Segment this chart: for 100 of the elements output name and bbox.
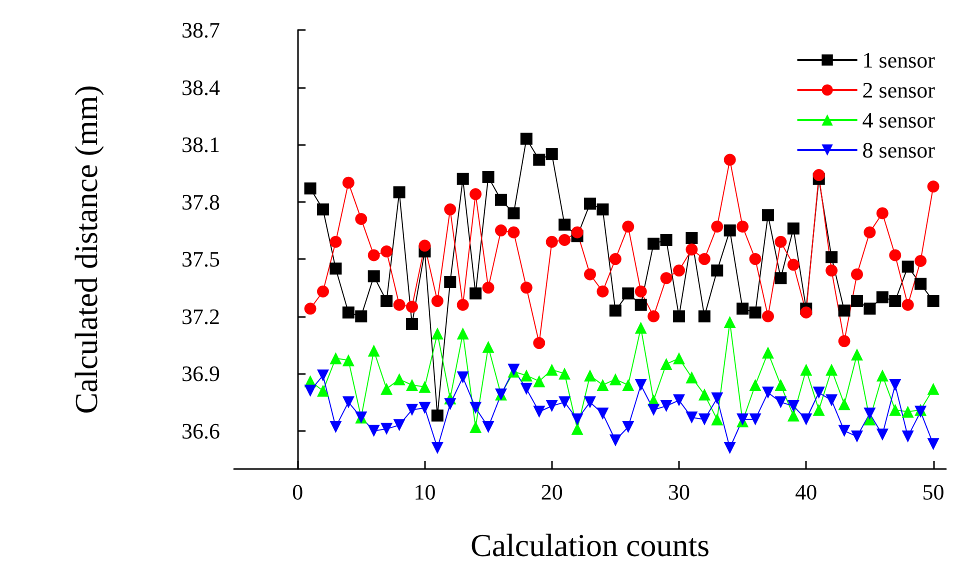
point bbox=[380, 422, 393, 435]
point bbox=[838, 304, 850, 317]
point bbox=[355, 310, 368, 322]
point bbox=[622, 220, 634, 233]
point bbox=[342, 176, 354, 189]
point bbox=[660, 272, 672, 284]
point bbox=[406, 404, 418, 416]
point bbox=[520, 382, 532, 395]
x-tick-label: 10 bbox=[414, 480, 436, 504]
point bbox=[609, 304, 622, 317]
point bbox=[495, 194, 507, 206]
point bbox=[596, 408, 609, 420]
point bbox=[826, 264, 838, 276]
point bbox=[749, 413, 762, 426]
point bbox=[686, 244, 698, 256]
point bbox=[762, 209, 774, 222]
point bbox=[342, 306, 354, 318]
point bbox=[444, 203, 456, 216]
point bbox=[812, 404, 825, 416]
point bbox=[660, 234, 672, 246]
point bbox=[406, 379, 418, 392]
x-tick-label: 50 bbox=[922, 480, 944, 504]
point bbox=[774, 396, 787, 408]
point bbox=[520, 369, 532, 382]
point bbox=[864, 226, 876, 238]
point bbox=[711, 220, 724, 233]
point bbox=[787, 222, 800, 235]
point bbox=[851, 430, 863, 443]
point bbox=[698, 310, 710, 322]
point bbox=[470, 188, 482, 200]
point bbox=[355, 212, 368, 225]
point bbox=[826, 394, 838, 406]
point bbox=[609, 253, 622, 266]
point bbox=[456, 327, 469, 340]
point bbox=[826, 364, 838, 376]
y-tick-label: 38.4 bbox=[182, 74, 220, 100]
point bbox=[838, 335, 850, 348]
point bbox=[736, 220, 749, 233]
point bbox=[774, 379, 787, 392]
y-tick-label: 36.9 bbox=[182, 361, 220, 386]
point bbox=[634, 379, 647, 392]
point bbox=[470, 287, 482, 300]
point bbox=[800, 413, 812, 426]
point bbox=[368, 249, 380, 262]
point bbox=[902, 260, 914, 273]
x-tick-label: 30 bbox=[668, 480, 690, 504]
point bbox=[711, 264, 724, 276]
legend-label: 8 sensor bbox=[862, 138, 936, 162]
point bbox=[686, 232, 698, 244]
point bbox=[838, 424, 850, 437]
point bbox=[558, 218, 571, 231]
point bbox=[495, 224, 507, 236]
point bbox=[634, 298, 647, 311]
x-tick-label: 40 bbox=[795, 480, 818, 504]
point bbox=[622, 379, 634, 392]
point bbox=[736, 302, 749, 315]
point bbox=[774, 272, 787, 284]
point bbox=[724, 224, 736, 236]
point bbox=[470, 421, 482, 434]
point bbox=[431, 327, 444, 340]
point bbox=[406, 318, 418, 330]
point bbox=[686, 371, 698, 384]
point bbox=[380, 382, 393, 395]
point bbox=[571, 422, 584, 435]
point bbox=[456, 298, 469, 311]
point bbox=[826, 251, 838, 264]
point bbox=[724, 316, 736, 328]
point bbox=[304, 384, 316, 397]
point bbox=[902, 298, 914, 311]
point bbox=[482, 170, 494, 183]
point bbox=[368, 424, 380, 437]
point bbox=[698, 413, 710, 426]
y-tick-label: 37.8 bbox=[182, 189, 220, 214]
point bbox=[851, 268, 863, 280]
point bbox=[889, 404, 902, 416]
point bbox=[876, 369, 888, 382]
point bbox=[342, 354, 354, 366]
point bbox=[418, 380, 431, 393]
point bbox=[533, 154, 546, 166]
point bbox=[304, 302, 316, 315]
y-axis-title: Calculated distance (mm) bbox=[68, 85, 104, 414]
y-tick-label: 38.1 bbox=[182, 132, 220, 158]
point bbox=[749, 306, 762, 318]
point bbox=[622, 287, 634, 300]
legend-label: 1 sensor bbox=[862, 48, 936, 72]
point bbox=[838, 398, 850, 410]
point bbox=[304, 182, 316, 194]
point bbox=[673, 352, 685, 364]
point bbox=[571, 226, 584, 238]
point bbox=[812, 169, 825, 182]
point bbox=[393, 419, 406, 432]
point bbox=[749, 253, 762, 266]
point bbox=[634, 322, 647, 334]
point bbox=[317, 203, 329, 216]
point bbox=[368, 270, 380, 282]
point bbox=[914, 254, 927, 267]
point bbox=[533, 337, 546, 350]
point bbox=[546, 148, 558, 160]
point bbox=[648, 310, 660, 322]
point bbox=[508, 226, 520, 238]
